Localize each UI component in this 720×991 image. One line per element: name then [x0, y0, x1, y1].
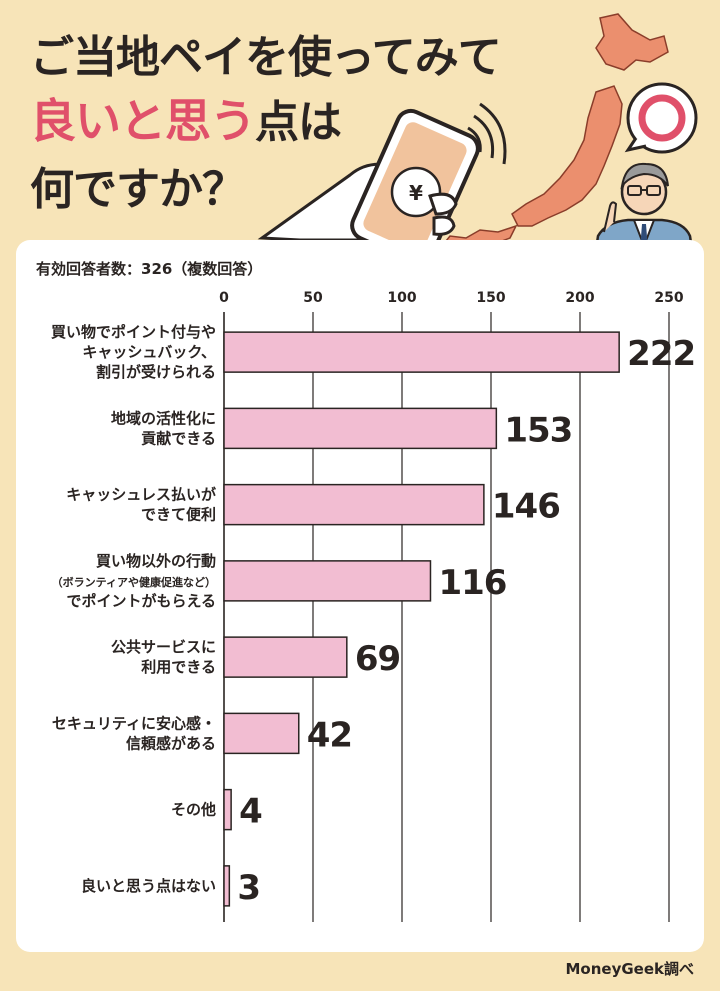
category-label: キャッシュレス払いが: [66, 486, 217, 504]
source-credit: MoneyGeek調べ: [565, 960, 695, 978]
data-label: 153: [504, 410, 572, 450]
category-label: 地域の活性化に: [111, 409, 216, 427]
data-label: 4: [239, 792, 262, 832]
x-tick-label: 200: [565, 290, 594, 306]
data-label: 3: [237, 868, 260, 908]
bar: [223, 712, 300, 755]
x-tick-label: 50: [303, 290, 323, 306]
category-label: 信頼感がある: [126, 734, 216, 752]
x-tick-label: 100: [387, 290, 416, 306]
yen-icon: ¥: [409, 181, 423, 205]
x-tick-label: 0: [219, 290, 229, 306]
bar: [223, 865, 231, 907]
bar: [223, 560, 432, 602]
category-label: でポイントがもらえる: [66, 592, 216, 610]
data-label: 69: [355, 639, 400, 679]
category-label: その他: [171, 801, 216, 819]
category-label: 利用できる: [141, 658, 216, 676]
category-label: 買い物以外の行動: [96, 552, 216, 570]
category-label: 良いと思う点はない: [81, 877, 216, 895]
title-line-2: 良いと思う点は: [30, 97, 342, 148]
title-line-1: ご当地ペイを使ってみて: [30, 32, 502, 83]
title-line-3: 何ですか？: [30, 164, 246, 215]
bar: [223, 636, 348, 678]
data-label: 116: [438, 563, 506, 603]
target-speech-bubble-icon: [624, 82, 698, 154]
data-label: 42: [307, 715, 352, 755]
x-tick-label: 250: [654, 290, 683, 306]
x-tick-label: 150: [476, 290, 505, 306]
bar: [223, 788, 232, 831]
category-label: （ボランティアや健康促進など）: [52, 575, 216, 589]
data-label: 146: [492, 487, 560, 527]
category-label: 貢献できる: [141, 429, 216, 447]
category-label: できて便利: [141, 506, 216, 524]
bar: [223, 331, 620, 373]
category-label: 買い物でポイント付与や: [51, 323, 216, 341]
respondent-count: 有効回答者数：326（複数回答）: [36, 260, 263, 278]
data-label: 222: [627, 334, 695, 374]
smartphone-hand-icon: ¥: [257, 102, 507, 266]
title-accent: 良いと思う: [30, 94, 256, 148]
category-label: キャッシュバック、: [82, 343, 216, 361]
title-line-2-rest: 点は: [255, 97, 342, 148]
category-label: 公共サービスに: [111, 638, 216, 656]
category-label: セキュリティに安心感・: [52, 714, 216, 732]
category-label: 割引が受けられる: [96, 363, 216, 381]
bar: [223, 483, 485, 526]
bar: [223, 407, 498, 450]
